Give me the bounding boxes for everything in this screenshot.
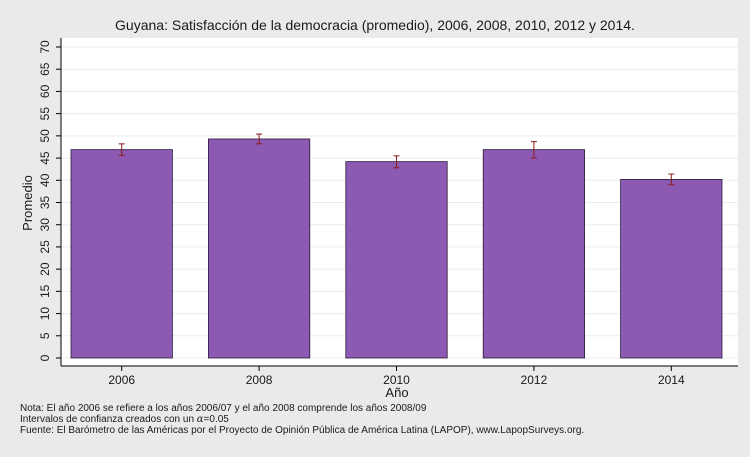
y-tick-label: 60: [38, 84, 52, 98]
y-tick-label: 65: [38, 62, 52, 76]
alpha-value: =0.05: [204, 414, 230, 425]
note-line-2: Intervalos de confianza creados con un α…: [20, 414, 229, 425]
bar-2010: [345, 161, 448, 359]
x-axis: 2006 2008 2010 2012 2014: [61, 365, 738, 387]
chart-title: Guyana: Satisfacción de la democracia (p…: [115, 17, 635, 33]
y-tick-label: 70: [38, 40, 52, 54]
y-axis: 0 5 10 15 20 25 30 35 40 45 50 55 60 65 70: [38, 38, 62, 366]
y-tick-label: 50: [38, 129, 52, 143]
y-tick-label: 40: [38, 173, 52, 187]
x-tick-label-2010: 2010: [383, 373, 410, 387]
y-axis-label: Promedio: [20, 175, 35, 231]
alpha-symbol: α: [197, 414, 204, 425]
x-tick-label-2014: 2014: [658, 373, 685, 387]
y-tick-label: 10: [38, 307, 52, 321]
bar-2014: [620, 178, 723, 359]
y-tick-label: 15: [38, 284, 52, 298]
note-line-1: Nota: El año 2006 se refiere a los años …: [20, 403, 427, 414]
note-line-2-text: Intervalos de confianza creados con un: [20, 414, 197, 425]
note-line-3: Fuente: El Barómetro de las Américas por…: [20, 425, 584, 436]
y-tick-label: 20: [38, 262, 52, 276]
x-tick-label-2008: 2008: [246, 373, 273, 387]
y-tick-label: 55: [38, 107, 52, 121]
x-tick-label-2012: 2012: [521, 373, 548, 387]
x-axis-label: Año: [385, 385, 408, 400]
grid-lines: [61, 46, 738, 359]
bar-2008: [207, 138, 311, 359]
bar-2006: [70, 149, 173, 359]
error-bars: [118, 133, 675, 186]
y-tick-label: 30: [38, 218, 52, 232]
y-tick-label: 0: [38, 354, 52, 361]
y-tick-label: 5: [38, 332, 52, 339]
bars: [70, 138, 723, 359]
footnotes: Nota: El año 2006 se refiere a los años …: [20, 403, 584, 436]
y-tick-label: 35: [38, 196, 52, 210]
bar-2012: [482, 149, 586, 359]
x-tick-label-2006: 2006: [108, 373, 135, 387]
y-tick-label: 45: [38, 151, 52, 165]
y-tick-label: 25: [38, 240, 52, 254]
